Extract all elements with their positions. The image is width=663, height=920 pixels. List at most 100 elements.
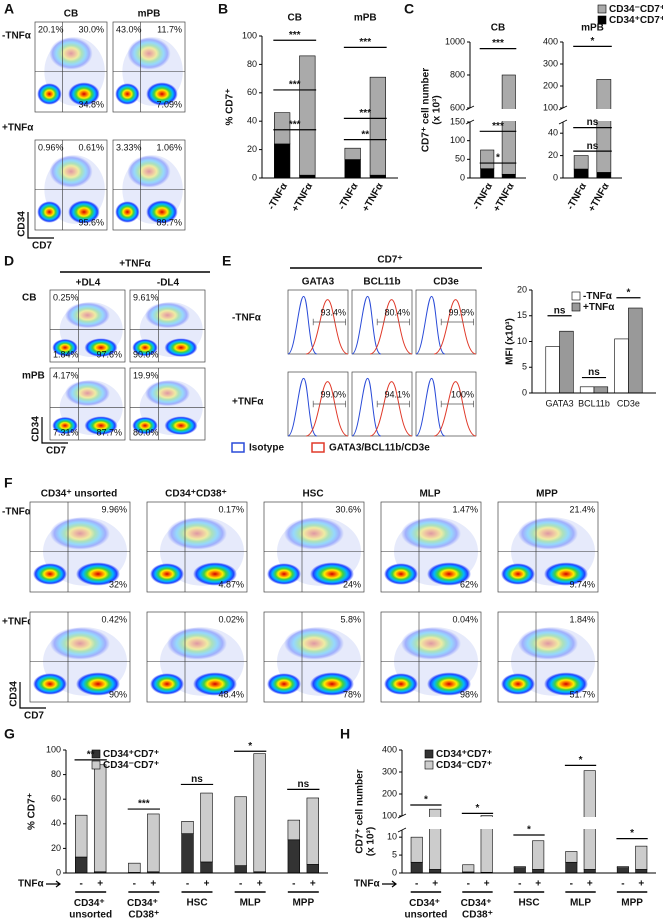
quadrant-percent: 98%	[460, 689, 478, 699]
cell-cluster	[127, 37, 171, 70]
row-label: CB	[22, 293, 36, 304]
cell-cluster	[115, 201, 140, 223]
legend-label: -TNFα	[583, 291, 613, 302]
isotype-curve	[351, 377, 382, 437]
quadrant-percent: 0.02%	[218, 614, 244, 624]
significance-label: ***	[289, 30, 301, 41]
stain-curve	[433, 299, 477, 355]
x-tick-label: -TNFα	[565, 181, 589, 212]
legend-swatch	[424, 760, 434, 770]
column-title: MPP	[536, 489, 558, 500]
quadrant-percent: 1.84%	[569, 614, 595, 624]
isotype-curve	[287, 295, 318, 355]
quadrant-percent: 3.33%	[116, 142, 142, 152]
group-label: CD34⁺ unsorted	[405, 898, 448, 920]
group-label: HSC	[186, 898, 207, 909]
cell-cluster	[164, 416, 198, 435]
cell-cluster	[115, 83, 140, 105]
axis-label: CD34	[31, 416, 42, 442]
bar	[181, 821, 194, 834]
bar	[565, 861, 578, 874]
gate-percent: 94.1%	[384, 389, 410, 399]
x-tick-label: -TNFα	[266, 181, 290, 212]
bar	[274, 143, 291, 179]
bar	[501, 173, 516, 179]
chart-title: CB	[491, 23, 505, 34]
cell-cluster	[52, 338, 78, 357]
cell-cluster	[145, 302, 190, 329]
cell-cluster	[310, 672, 354, 696]
bar	[545, 346, 560, 394]
panel-label: B	[218, 1, 228, 17]
quadrant-percent: 7.31%	[53, 427, 79, 437]
quadrant-percent: 19.9%	[133, 370, 159, 380]
y-tick-label: 40	[247, 116, 257, 126]
group-label: CD34⁺ CD38⁺	[127, 898, 161, 920]
gate-percent: 99.0%	[320, 389, 346, 399]
cell-cluster	[267, 563, 301, 585]
quadrant-percent: 9.96%	[101, 504, 127, 514]
row-label: -TNFα	[2, 507, 32, 518]
y-tick-label: 0	[522, 387, 527, 397]
legend-swatch	[311, 442, 325, 453]
significance-label: ns	[297, 779, 309, 790]
gate-percent: 100%	[451, 389, 474, 399]
gate-percent: 80.4%	[384, 307, 410, 317]
y-axis-label: MFI (x10³)	[505, 318, 516, 365]
break-mark	[465, 105, 475, 125]
significance-label: ***	[289, 80, 301, 91]
bar	[147, 813, 160, 873]
x-tick-label: -	[239, 879, 242, 890]
bar	[565, 851, 578, 863]
quadrant-percent: 51.7%	[569, 689, 595, 699]
stain-curve	[433, 381, 477, 437]
quadrant-percent: 7.09%	[156, 99, 182, 109]
x-tick-label: -	[292, 879, 295, 890]
y-tick-label: 100	[450, 135, 465, 145]
y-tick-label: 60	[51, 794, 61, 804]
bar	[614, 338, 629, 394]
group-label: mPB	[354, 13, 377, 24]
row-label: -TNFα	[232, 313, 262, 324]
axis-label: CD7	[32, 241, 52, 252]
cell-cluster	[37, 201, 62, 223]
bar	[593, 386, 609, 394]
quadrant-percent: 90.0%	[133, 349, 159, 359]
significance-label: ***	[359, 37, 371, 48]
axis-label: CD34	[17, 211, 28, 237]
quadrant-percent: 9.61%	[133, 292, 159, 302]
isotype-curve	[415, 295, 446, 355]
legend-swatch	[597, 4, 607, 14]
x-tick-label: +	[638, 879, 644, 890]
bar	[299, 55, 316, 176]
panel-label: G	[4, 726, 15, 742]
y-tick-label: 300	[382, 766, 397, 776]
quadrant-percent: 87.7%	[96, 427, 122, 437]
x-tick-label: -	[467, 879, 470, 890]
y-axis-label: CD7⁺ cell number	[355, 769, 366, 853]
bar	[596, 79, 612, 173]
bar	[596, 172, 612, 179]
x-tick-label: +	[484, 879, 490, 890]
bar	[462, 864, 475, 873]
legend-swatch	[571, 291, 581, 301]
bar	[429, 869, 442, 874]
axis-break	[471, 109, 527, 121]
bar	[410, 861, 423, 874]
x-tick-label: -	[80, 879, 83, 890]
axis-label: CD7	[24, 711, 44, 722]
isotype-curve	[415, 377, 446, 437]
quadrant-percent: 0.25%	[53, 292, 79, 302]
y-tick-label: 1000	[445, 36, 465, 46]
y-tick-label: 400	[543, 36, 558, 46]
x-tick-label: -	[133, 879, 136, 890]
cell-cluster	[193, 562, 237, 586]
panel-label: C	[404, 1, 414, 17]
quadrant-percent: 0.61%	[78, 142, 104, 152]
cell-cluster	[150, 673, 184, 695]
bar	[128, 862, 141, 873]
cell-cluster	[84, 416, 118, 435]
axis-label: CD34	[9, 681, 20, 707]
bar	[573, 168, 589, 179]
